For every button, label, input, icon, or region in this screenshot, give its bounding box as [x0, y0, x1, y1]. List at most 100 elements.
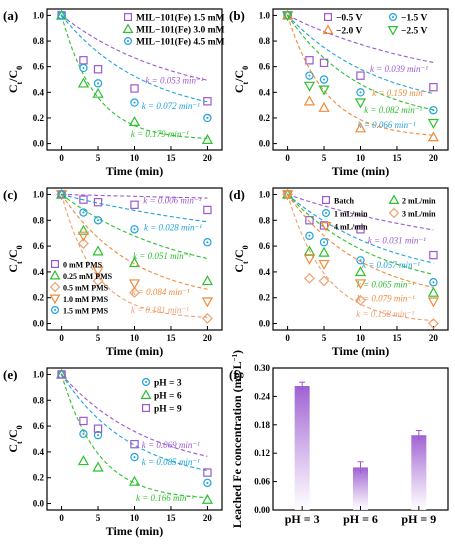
legend-marker — [122, 23, 134, 34]
data-point-dot — [133, 101, 136, 104]
fit-curve — [287, 194, 434, 275]
data-point — [57, 190, 66, 199]
x-tick-label: 10 — [356, 153, 366, 163]
data-point-dot — [133, 456, 136, 459]
data-point — [130, 98, 139, 107]
y-tick-label: 0.4 — [259, 87, 271, 97]
data-point-dot — [60, 193, 63, 196]
plot-frame — [46, 367, 223, 511]
legend-marker-dot — [392, 16, 394, 18]
k-annotation: k = 0.085 min⁻¹ — [142, 457, 200, 467]
y-tick-label: 0.2 — [259, 293, 271, 303]
y-tick-label: 0.0 — [33, 499, 45, 509]
x-tick-label: 5 — [96, 333, 101, 343]
data-point — [128, 475, 141, 486]
data-point — [77, 224, 90, 235]
data-point — [354, 122, 367, 133]
x-axis-label: Time (min) — [106, 164, 163, 178]
series-1: k = 0.166 min⁻¹ — [55, 368, 214, 504]
k-annotation: k = 0.158 min⁻¹ — [356, 309, 414, 319]
y-tick-label: 1.0 — [259, 10, 271, 20]
legend-marker — [49, 294, 61, 305]
data-point — [427, 297, 440, 308]
legend-marker — [388, 194, 400, 204]
y-tick-label: 0.4 — [33, 87, 45, 97]
legend-entry: MIL−101(Fe) 1.5 mM — [136, 12, 225, 23]
x-axis-label: Time (min) — [106, 524, 163, 538]
data-point — [77, 231, 90, 242]
fit-curve — [61, 14, 208, 81]
data-point — [356, 88, 365, 97]
x-tick-label: 0 — [285, 333, 290, 343]
data-point — [201, 297, 214, 308]
x-tick-label: 5 — [322, 333, 327, 343]
data-point — [429, 250, 438, 260]
panel-label-a: (a) — [3, 8, 18, 23]
data-point — [203, 205, 212, 215]
category-label: pH = 3 — [285, 512, 320, 526]
series-4: k = 0.079 min⁻¹ — [281, 190, 440, 308]
data-point — [93, 65, 103, 74]
x-tick-label: 5 — [96, 153, 101, 163]
x-tick-label: 5 — [322, 153, 327, 163]
series-0: k = 0.039 min⁻¹ — [283, 11, 438, 92]
k-annotation: k = 0.028 min⁻¹ — [144, 223, 202, 233]
legend-marker — [49, 281, 61, 293]
data-point — [203, 468, 212, 477]
bar — [294, 385, 310, 510]
fit-curve — [61, 193, 208, 199]
data-point — [281, 190, 294, 201]
y-tick-label: 0.6 — [259, 62, 271, 72]
data-point — [92, 275, 104, 287]
panel-label-e: (e) — [3, 367, 17, 382]
fit-curve — [287, 194, 434, 264]
series-0: k = 0.085 min⁻¹ — [57, 370, 212, 488]
data-point-dot — [206, 481, 209, 484]
legend: pH = 3 pH = 6 pH = 9 — [140, 378, 182, 414]
data-point — [318, 85, 330, 96]
x-axis-label: Time (min) — [332, 164, 389, 178]
y-tick-label: 0.4 — [259, 267, 271, 277]
data-point — [130, 84, 139, 93]
y-tick-label: 0.6 — [33, 241, 45, 251]
legend-entry: pH = 3 — [154, 378, 182, 388]
data-point-dot — [97, 219, 100, 222]
legend-marker — [50, 260, 59, 269]
data-point — [303, 254, 316, 265]
panel-f: 0.00 0.06 0.12 0.18 0.24 0.30 pH = 3 pH = 6 pH =… — [230, 350, 449, 528]
data-point — [427, 318, 439, 329]
y-tick-label: 0.30 — [254, 363, 270, 373]
legend-marker — [123, 36, 132, 45]
fit-curve — [61, 374, 208, 457]
bar — [353, 467, 368, 510]
y-tick-label: 0.2 — [33, 473, 45, 483]
x-tick-label: 10 — [130, 333, 140, 343]
y-tick-label: 0.6 — [33, 62, 45, 72]
y-tick-label: 0.8 — [259, 215, 271, 225]
x-tick-label: 20 — [203, 153, 213, 163]
series-3: k = 0.082 min⁻¹ — [281, 11, 440, 129]
y-axis-label: Leached Fe concentration (mg L−1) — [230, 350, 244, 528]
x-axis-label: Time (min) — [332, 344, 389, 358]
y-tick-label: 1.0 — [259, 189, 271, 199]
data-point — [429, 82, 438, 92]
x-tick-label: 0 — [59, 153, 64, 163]
legend-entry: MIL−101(Fe) 4.5 mM — [136, 36, 225, 47]
panel-c: 0 5 10 15 20 0.0 0.2 0.4 0.6 0.8 1.0 Time (min) Ct/C… — [6, 187, 223, 358]
data-point-dot — [323, 78, 326, 81]
data-point — [93, 216, 103, 225]
legend-marker-dot — [54, 309, 56, 311]
data-point — [57, 370, 66, 379]
legend: 0 mM PMS 0.25 mM PMS 0.5 mM PMS 1.0 mM PMS 1… — [49, 260, 113, 315]
fit-curve — [287, 15, 434, 95]
data-point — [79, 63, 88, 73]
legend-entry: 1.0 mM PMS — [63, 295, 109, 304]
data-point — [129, 287, 140, 299]
y-tick-label: 0.0 — [33, 139, 45, 149]
data-point — [305, 231, 314, 240]
y-tick-label: 1.0 — [33, 10, 45, 20]
k-annotation: k = 0.159 min⁻¹ — [372, 88, 430, 98]
legend-entry: Batch — [334, 196, 355, 205]
data-point — [130, 452, 139, 462]
legend-entry: −2.0 V — [336, 26, 362, 36]
